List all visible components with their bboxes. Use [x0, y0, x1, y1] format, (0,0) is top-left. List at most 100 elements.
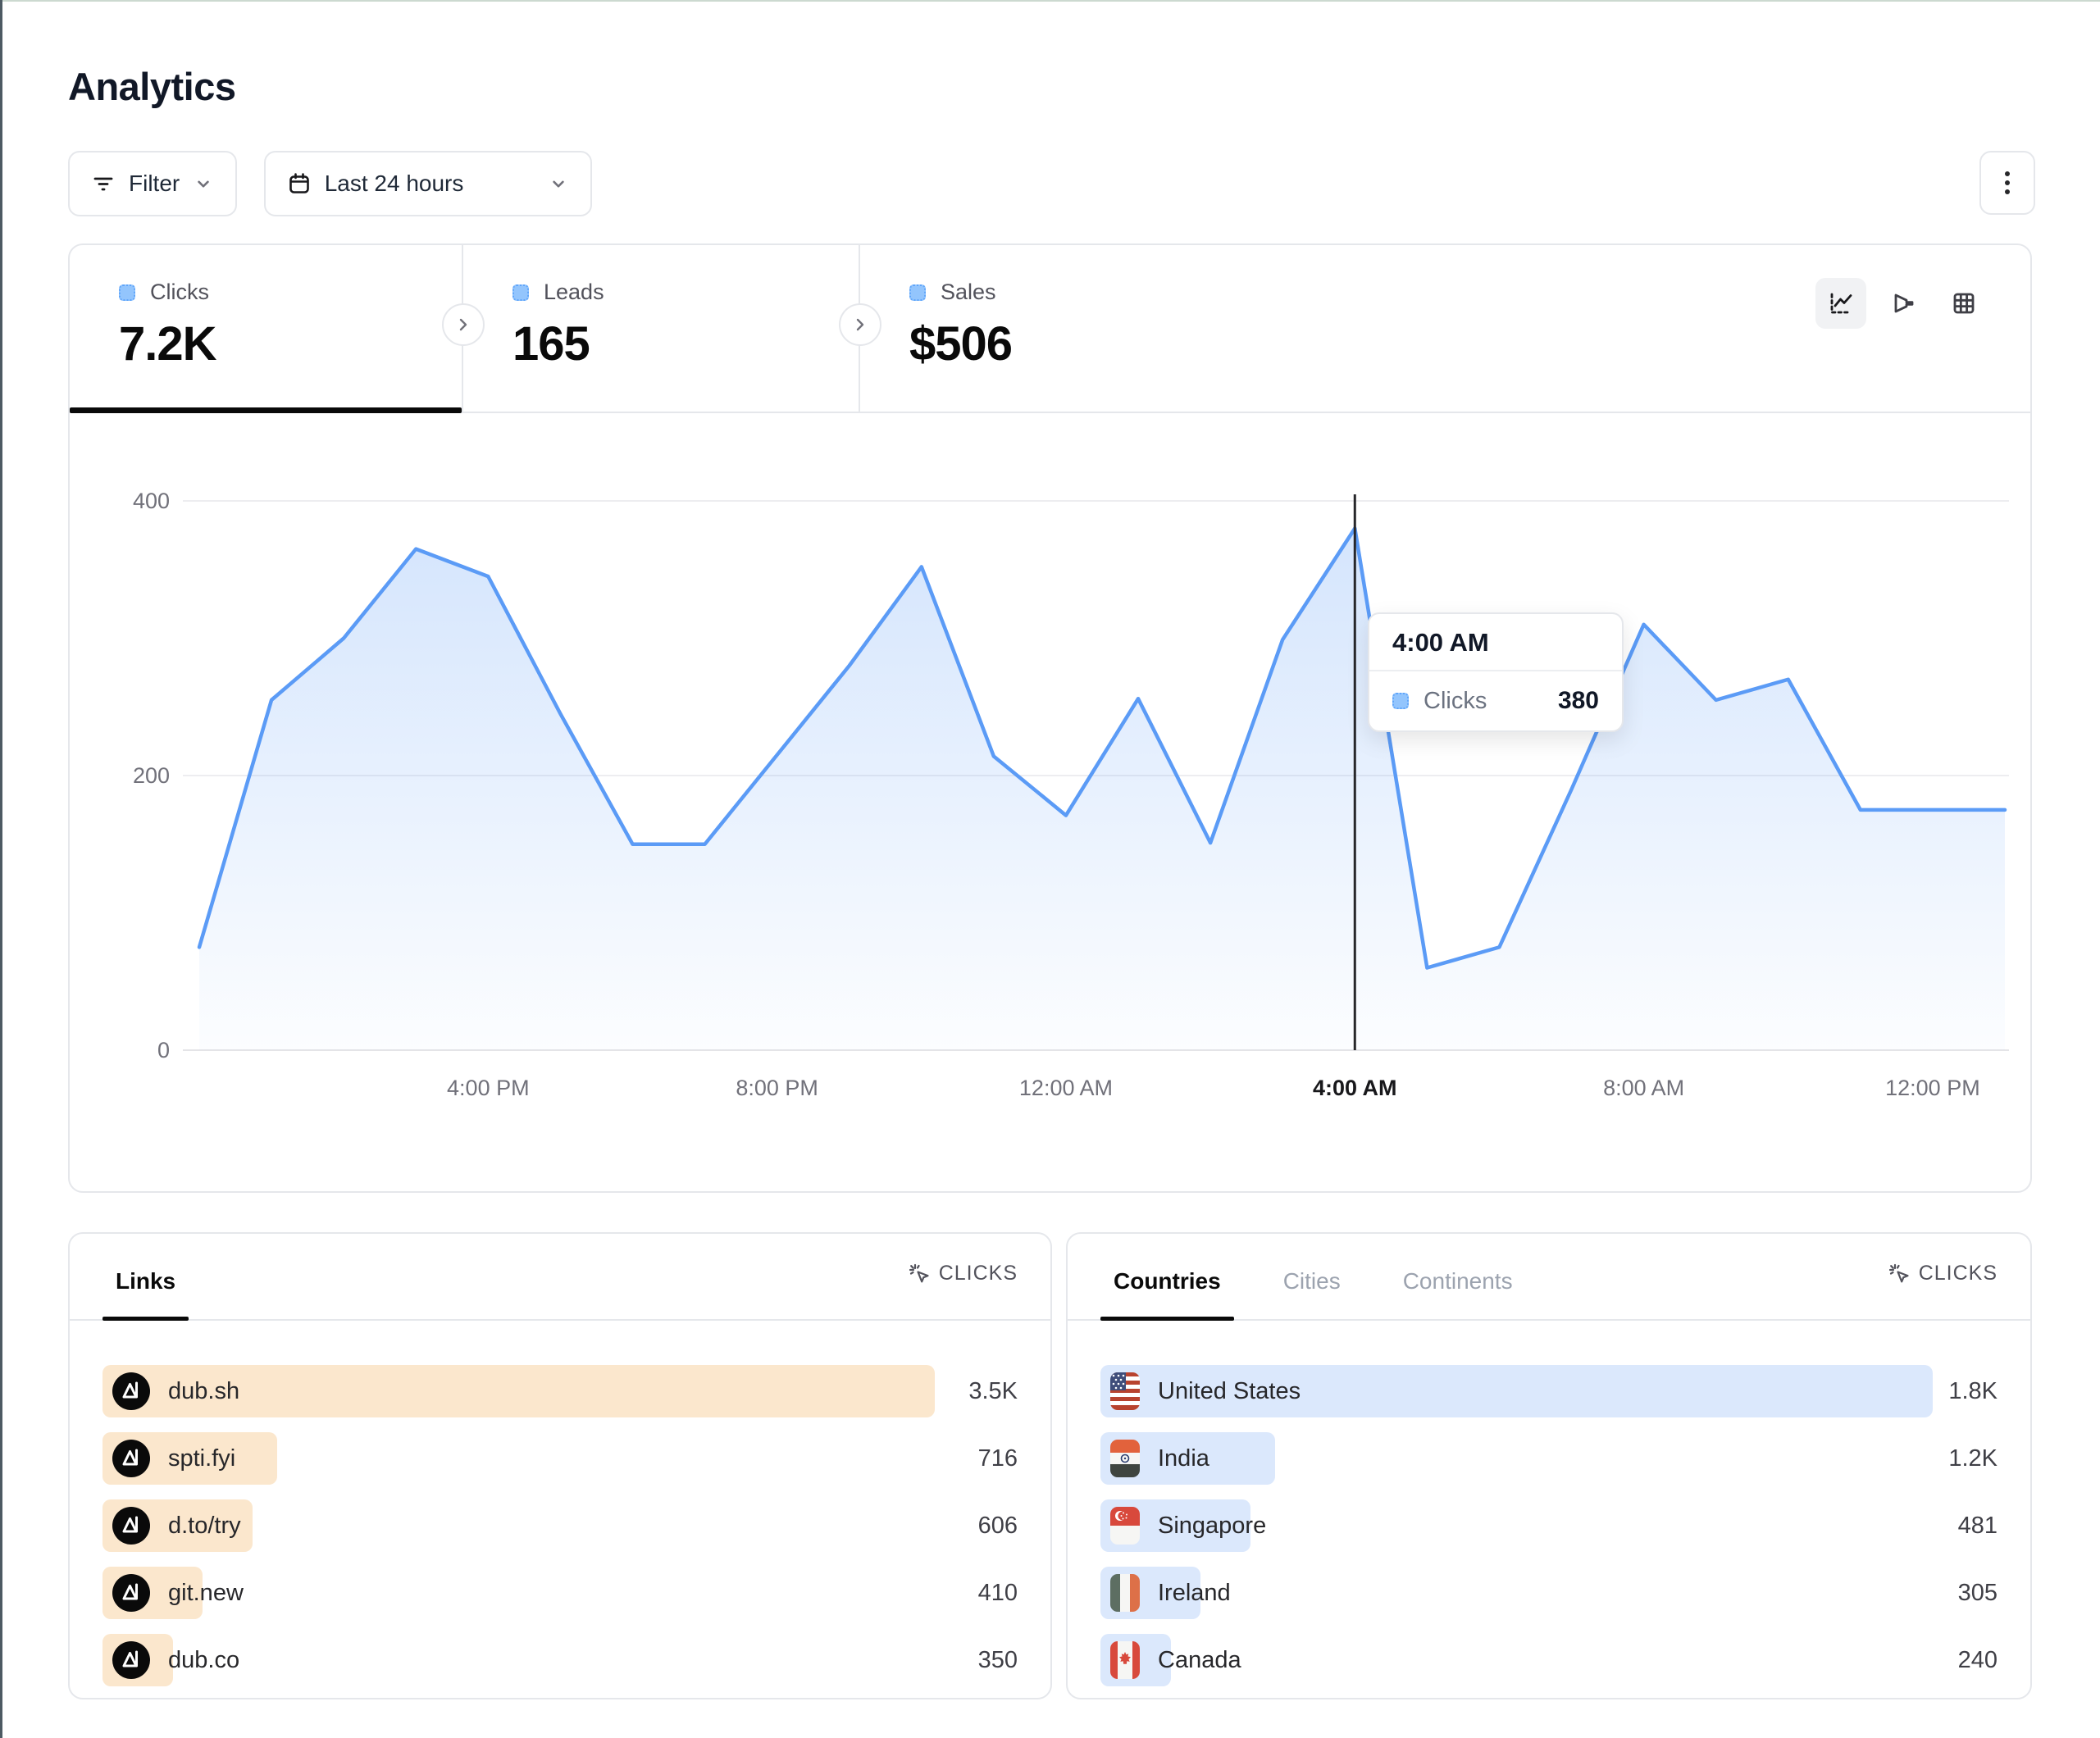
clicks-line-series: [197, 526, 2007, 970]
line-chart-view-button[interactable]: [1815, 278, 1866, 329]
india-flag-icon: [1110, 1440, 1140, 1477]
clicks-area-fill: [199, 528, 2005, 1050]
dub-logo-icon: [112, 1574, 150, 1612]
filter-button[interactable]: Filter: [68, 151, 238, 216]
row-value: 410: [977, 1579, 1018, 1606]
links-metric-label: CLICKS: [938, 1262, 1018, 1285]
list-item-canada[interactable]: Canada 240: [1100, 1634, 1998, 1686]
chevron-right-icon: [459, 318, 467, 331]
links-row-list: dub.sh 3.5K spti.fyi 716 d.to/try 606: [70, 1321, 1050, 1686]
leads-legend-swatch: [512, 284, 529, 301]
x-axis-tick-label: 4:00 AM: [1313, 1076, 1397, 1100]
stat-tab-leads[interactable]: Leads 165: [463, 245, 860, 412]
x-axis-tick-label: 8:00 PM: [736, 1076, 818, 1100]
x-axis-tick-label: 8:00 AM: [1603, 1076, 1684, 1100]
stat-tab-label: Sales: [941, 280, 996, 304]
tab-links[interactable]: Links: [102, 1268, 189, 1321]
singapore-flag-icon: [1110, 1507, 1140, 1545]
dub-logo-icon: [112, 1440, 150, 1477]
list-item-d-to-try[interactable]: d.to/try 606: [102, 1499, 1018, 1552]
list-item-india[interactable]: India 1.2K: [1100, 1432, 1998, 1485]
us-flag-icon: [1110, 1372, 1140, 1410]
tab-countries[interactable]: Countries: [1100, 1268, 1234, 1321]
list-item-dub-sh[interactable]: dub.sh 3.5K: [102, 1365, 1018, 1417]
dub-logo-icon: [112, 1507, 150, 1545]
date-range-button[interactable]: Last 24 hours: [263, 151, 592, 216]
value-bar: [102, 1365, 935, 1417]
list-item-ireland[interactable]: Ireland 305: [1100, 1567, 1998, 1619]
expand-leads-chevron[interactable]: [839, 303, 881, 346]
row-icon: [112, 1507, 150, 1545]
row-icon: [112, 1641, 150, 1679]
countries-metric-label: CLICKS: [1918, 1262, 1998, 1285]
list-item-dub-co[interactable]: dub.co 350: [102, 1634, 1018, 1686]
more-options-button[interactable]: [1979, 151, 2035, 215]
stat-tab-label: Clicks: [150, 280, 209, 304]
row-value: 3.5K: [968, 1377, 1018, 1404]
countries-panel-header: Countries Cities Continents CLICKS: [1068, 1234, 2030, 1321]
chevron-down-icon: [198, 180, 209, 188]
table-grid-icon: [1953, 293, 1975, 314]
expand-clicks-chevron[interactable]: [442, 303, 485, 346]
dub-logo-icon: [112, 1641, 150, 1679]
funnel-chart-view-button[interactable]: [1877, 278, 1928, 329]
x-axis-tick-label: 4:00 PM: [447, 1076, 530, 1100]
row-label: dub.sh: [168, 1377, 240, 1404]
list-item-singapore[interactable]: Singapore 481: [1100, 1499, 1998, 1552]
window-top-edge: [0, 0, 2100, 2]
countries-panel: Countries Cities Continents CLICKS Unite…: [1066, 1232, 2032, 1699]
window-left-edge: [0, 0, 2, 1738]
tooltip-series-value: 380: [1557, 687, 1599, 714]
y-axis-tick-label: 200: [133, 763, 170, 788]
links-metric-selector[interactable]: CLICKS: [908, 1262, 1018, 1285]
y-axis-tick-label: 0: [157, 1038, 170, 1062]
sales-legend-swatch: [909, 284, 926, 301]
calendar-icon: [289, 173, 309, 193]
analytics-card: Clicks 7.2K Leads 165 Sales $506: [68, 243, 2032, 1193]
stat-tab-value: $506: [909, 317, 1013, 371]
clicks-legend-swatch: [119, 284, 135, 301]
cursor-click-icon: [909, 1263, 929, 1282]
tooltip-time-label: 4:00 AM: [1369, 614, 1622, 671]
dub-logo-icon: [112, 1372, 150, 1410]
links-panel-header: Links CLICKS: [70, 1234, 1050, 1321]
filter-icon: [93, 177, 113, 191]
row-value: 606: [977, 1512, 1018, 1539]
row-label: dub.co: [168, 1646, 240, 1673]
stat-tab-value: 165: [512, 317, 590, 371]
tab-cities[interactable]: Cities: [1282, 1268, 1341, 1294]
page-title: Analytics: [68, 65, 236, 108]
table-view-button[interactable]: [1938, 278, 1989, 329]
clicks-timeseries-chart[interactable]: 0 200 400 4:00 PM 8:00 PM 12:00 AM 4:00 AM 8:00…: [70, 413, 2030, 1194]
funnel-chart-icon: [1894, 293, 1914, 313]
row-icon: [112, 1372, 150, 1410]
row-label: Ireland: [1158, 1579, 1231, 1606]
chart-tooltip: 4:00 AM Clicks 380: [1368, 612, 1624, 732]
line-chart-icon: [1830, 293, 1852, 314]
ireland-flag-icon: [1110, 1574, 1140, 1612]
row-value: 1.8K: [1948, 1377, 1998, 1404]
row-icon: [1110, 1440, 1140, 1477]
kebab-menu-icon: [2005, 171, 2010, 194]
countries-row-list: United States 1.8K India 1.2K Singapore …: [1068, 1321, 2030, 1686]
stat-tab-sales[interactable]: Sales $506: [860, 245, 1257, 412]
list-item-git-new[interactable]: git.new 410: [102, 1567, 1018, 1619]
row-label: Canada: [1158, 1646, 1241, 1673]
countries-metric-selector[interactable]: CLICKS: [1888, 1262, 1998, 1285]
tab-continents[interactable]: Continents: [1402, 1268, 1513, 1294]
tooltip-series-swatch: [1392, 693, 1409, 709]
list-item-spti-fyi[interactable]: spti.fyi 716: [102, 1432, 1018, 1485]
row-label: United States: [1158, 1377, 1301, 1404]
row-value: 481: [1957, 1512, 1998, 1539]
stat-tab-clicks[interactable]: Clicks 7.2K: [70, 245, 463, 413]
stats-tab-bar: Clicks 7.2K Leads 165 Sales $506: [70, 245, 2030, 413]
y-axis-tick-label: 400: [133, 489, 170, 513]
row-value: 1.2K: [1948, 1445, 1998, 1472]
area-chart-canvas: 0 200 400 4:00 PM 8:00 PM 12:00 AM 4:00 AM 8:00…: [133, 489, 2009, 1100]
row-value: 305: [1957, 1579, 1998, 1606]
row-label: d.to/try: [168, 1512, 241, 1539]
list-item-united-states[interactable]: United States 1.8K: [1100, 1365, 1998, 1417]
row-icon: [112, 1574, 150, 1612]
row-label: git.new: [168, 1579, 244, 1606]
chart-type-toggle-group: [1815, 278, 1989, 329]
